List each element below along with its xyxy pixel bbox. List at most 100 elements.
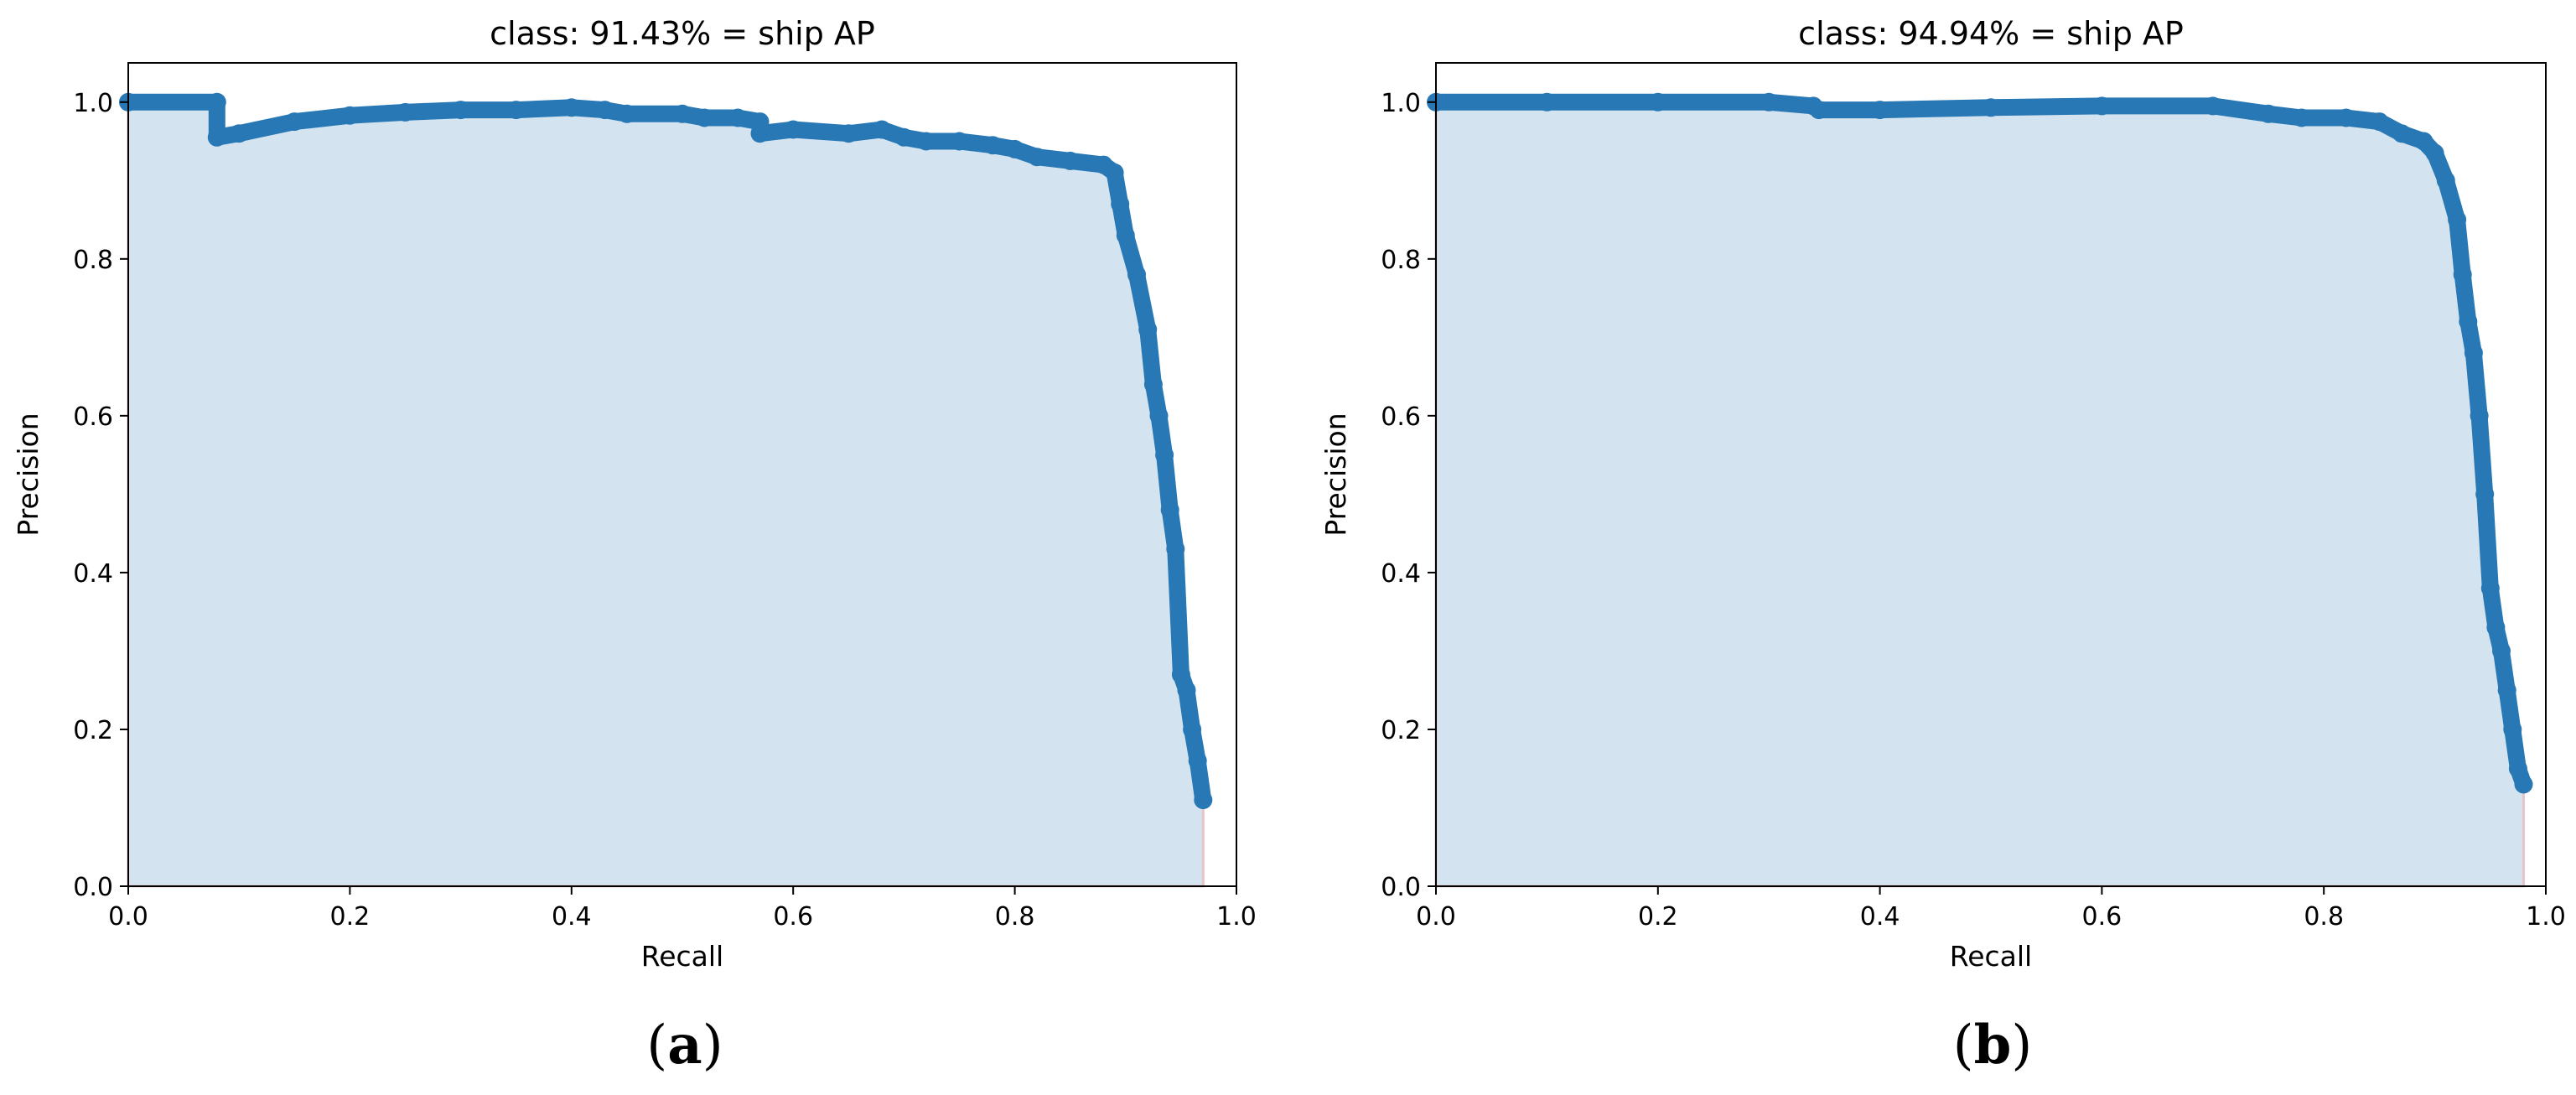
data-point bbox=[2480, 579, 2500, 598]
data-point bbox=[1155, 445, 1174, 464]
y-tick-label: 1.0 bbox=[73, 89, 113, 118]
data-point bbox=[2514, 775, 2533, 794]
x-tick-label: 1.0 bbox=[1216, 902, 1257, 932]
data-point bbox=[839, 124, 858, 143]
data-point bbox=[562, 98, 581, 117]
data-point bbox=[1149, 406, 1169, 425]
y-tick-label: 0.2 bbox=[73, 716, 113, 745]
data-point bbox=[285, 112, 304, 132]
data-point bbox=[1005, 139, 1024, 158]
data-point bbox=[2453, 265, 2472, 284]
x-tick-label: 0.4 bbox=[552, 902, 592, 932]
data-point bbox=[595, 101, 614, 120]
data-point bbox=[2475, 485, 2495, 504]
data-point bbox=[1648, 92, 1667, 112]
y-tick-label: 0.6 bbox=[73, 402, 113, 432]
data-point bbox=[617, 104, 636, 123]
data-point bbox=[750, 124, 770, 143]
data-point bbox=[2092, 96, 2112, 116]
area-fill bbox=[1434, 101, 2525, 888]
data-point bbox=[1160, 501, 1179, 520]
data-point bbox=[230, 124, 249, 143]
data-point bbox=[695, 108, 714, 127]
data-point bbox=[728, 108, 748, 127]
x-tick-label: 0.0 bbox=[108, 902, 148, 932]
data-point bbox=[1166, 539, 1185, 558]
data-point bbox=[873, 120, 891, 139]
data-point bbox=[950, 132, 969, 151]
data-point bbox=[1028, 148, 1046, 167]
data-point bbox=[2486, 618, 2506, 637]
y-tick-label: 0.4 bbox=[73, 559, 113, 589]
data-point bbox=[894, 127, 914, 147]
data-point bbox=[1537, 92, 1557, 112]
data-point bbox=[340, 106, 360, 125]
axes-frame bbox=[127, 62, 1237, 887]
x-tick-label: 0.2 bbox=[330, 902, 371, 932]
data-point bbox=[1809, 101, 1828, 120]
data-point bbox=[1127, 265, 1146, 284]
data-point bbox=[2503, 720, 2522, 739]
x-tick-label: 0.8 bbox=[2304, 902, 2344, 932]
data-point bbox=[2203, 96, 2222, 116]
x-tick-label: 0.0 bbox=[1416, 902, 1456, 932]
y-tick-label: 0.2 bbox=[1381, 716, 1421, 745]
data-point bbox=[1111, 195, 1130, 214]
y-axis-label: Precision bbox=[12, 413, 44, 536]
data-point bbox=[673, 104, 692, 123]
data-point bbox=[451, 101, 470, 120]
x-tick-label: 0.6 bbox=[773, 902, 813, 932]
data-point bbox=[506, 101, 526, 120]
data-point bbox=[1171, 665, 1190, 684]
data-point bbox=[2459, 312, 2478, 331]
x-axis-label: Recall bbox=[1950, 940, 2032, 973]
data-point bbox=[2436, 171, 2455, 190]
data-point bbox=[2497, 681, 2516, 700]
data-point bbox=[2292, 108, 2311, 127]
area-fill bbox=[127, 101, 1205, 888]
data-point bbox=[1138, 320, 1158, 339]
data-point bbox=[2414, 132, 2433, 151]
x-axis-label: Recall bbox=[641, 940, 723, 973]
chart-panel-a: 0.0 0.2 0.4 0.6 0.8 1.0 0.0 0.2 0.4 0.6 0.8 1.0 clas… bbox=[12, 15, 1257, 1077]
data-point bbox=[1177, 681, 1196, 700]
y-tick-label: 0.0 bbox=[1381, 873, 1421, 902]
data-point bbox=[2425, 143, 2444, 163]
data-point bbox=[207, 127, 226, 147]
y-tick-label: 0.0 bbox=[73, 873, 113, 902]
data-point bbox=[1870, 101, 1889, 120]
data-point bbox=[1143, 375, 1163, 394]
x-tick-label: 0.2 bbox=[1638, 902, 1678, 932]
data-point bbox=[1760, 92, 1779, 112]
data-point bbox=[784, 120, 803, 139]
y-axis-label: Precision bbox=[1319, 413, 1352, 536]
data-point bbox=[1105, 163, 1124, 182]
data-point bbox=[2464, 344, 2483, 362]
x-tick-label: 0.8 bbox=[995, 902, 1035, 932]
x-tick-label: 0.4 bbox=[1860, 902, 1900, 932]
chart-title: class: 91.43% = ship AP bbox=[490, 15, 875, 52]
axes-frame bbox=[1435, 62, 2547, 887]
data-point bbox=[2392, 124, 2411, 143]
data-point bbox=[2470, 406, 2489, 425]
x-tick-label: 0.6 bbox=[2082, 902, 2122, 932]
data-point bbox=[2448, 210, 2467, 229]
y-tick-label: 0.8 bbox=[73, 246, 113, 275]
data-point bbox=[2336, 108, 2356, 127]
data-point bbox=[2492, 641, 2511, 661]
panel-label: (a) bbox=[646, 1014, 723, 1077]
chart-panel-b: 0.0 0.2 0.4 0.6 0.8 1.0 0.0 0.2 0.4 0.6 0.8 1.0 clas… bbox=[1319, 15, 2566, 1077]
data-point bbox=[983, 136, 1003, 155]
y-tick-label: 0.4 bbox=[1381, 559, 1421, 589]
data-point bbox=[1188, 751, 1207, 771]
chart-title: class: 94.94% = ship AP bbox=[1798, 15, 2184, 52]
data-point bbox=[1116, 226, 1135, 245]
y-tick-label: 0.8 bbox=[1381, 246, 1421, 275]
data-point bbox=[1982, 98, 2000, 117]
data-point bbox=[2370, 112, 2389, 132]
data-point bbox=[1194, 791, 1213, 810]
data-point bbox=[916, 132, 936, 151]
data-point bbox=[396, 102, 415, 122]
y-tick-label: 0.6 bbox=[1381, 402, 1421, 432]
